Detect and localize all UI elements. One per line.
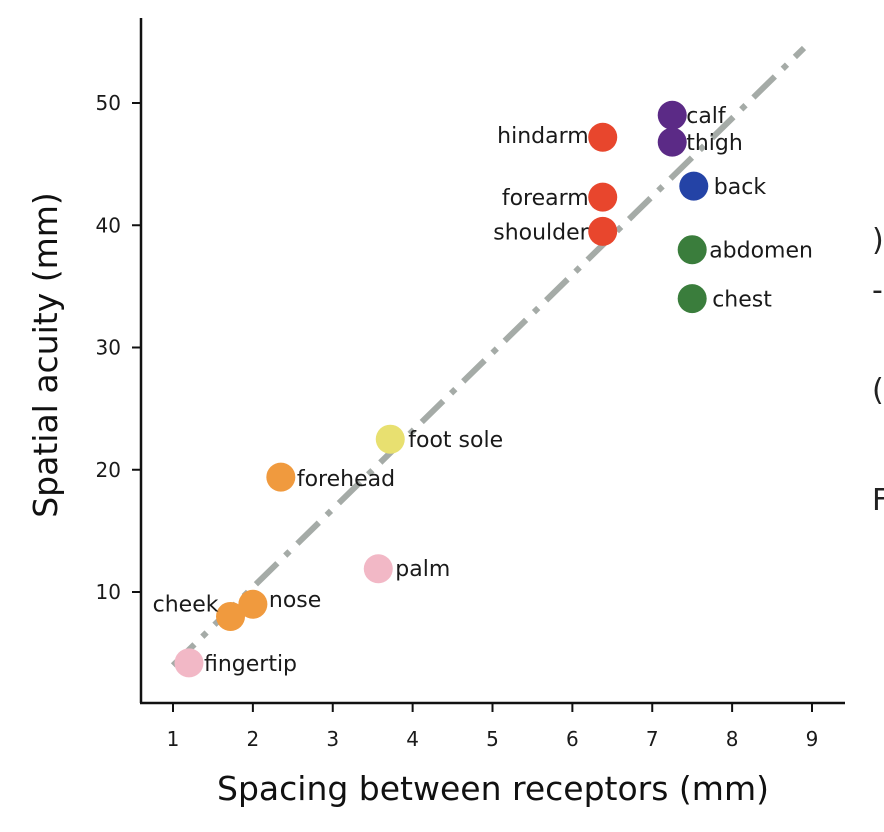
x-axis-title: Spacing between receptors (mm) <box>217 769 769 808</box>
y-axis-title: Spatial acuity (mm) <box>26 192 65 518</box>
point-label-abdomen: abdomen <box>709 239 813 264</box>
point-label-palm: palm <box>395 557 450 582</box>
point-label-hindarm: hindarm <box>497 124 589 149</box>
data-point-abdomen <box>677 235 707 265</box>
point-label-forehead: forehead <box>297 467 395 492</box>
adjacent-glyph-3: ( <box>872 373 884 408</box>
x-tick-label: 1 <box>167 727 180 751</box>
y-tick-label: 10 <box>96 580 121 604</box>
data-point-foot-sole <box>375 424 405 454</box>
x-tick-label: 5 <box>486 727 499 751</box>
x-tick-label: 6 <box>566 727 579 751</box>
data-point-cheek <box>216 601 246 631</box>
point-label-fingertip: fingertip <box>204 652 297 677</box>
point-label-cheek: cheek <box>153 592 219 617</box>
data-point-chest <box>677 284 707 314</box>
point-label-thigh: thigh <box>686 131 743 156</box>
adjacent-glyph-4: F <box>872 483 884 518</box>
data-point-calf <box>657 100 687 130</box>
point-label-calf: calf <box>686 104 727 129</box>
point-label-nose: nose <box>269 588 321 613</box>
data-point-shoulder <box>588 216 618 246</box>
y-tick-label: 40 <box>96 213 121 237</box>
data-point-fingertip <box>174 648 204 678</box>
y-tick-label: 30 <box>96 336 121 360</box>
point-label-back: back <box>714 175 767 200</box>
point-label-foot-sole: foot sole <box>408 428 503 453</box>
data-point-hindarm <box>588 122 618 152</box>
point-label-forearm: forearm <box>502 186 589 211</box>
x-tick-label: 3 <box>326 727 339 751</box>
point-label-chest: chest <box>712 288 772 313</box>
data-point-back <box>679 171 709 201</box>
adjacent-glyph-1: ) <box>872 223 884 258</box>
x-tick-label: 2 <box>247 727 260 751</box>
data-point-forehead <box>266 462 296 492</box>
data-point-nose <box>238 589 268 619</box>
x-tick-label: 9 <box>806 727 819 751</box>
adjacent-glyph-2: - <box>872 273 883 308</box>
point-label-shoulder: shoulder <box>493 220 589 245</box>
data-point-palm <box>363 554 393 584</box>
x-tick-label: 4 <box>406 727 419 751</box>
x-tick-label: 7 <box>646 727 659 751</box>
adjacent-panel-fragment: ) - ( F <box>872 223 884 518</box>
y-tick-label: 20 <box>96 458 121 482</box>
data-point-forearm <box>588 182 618 212</box>
y-tick-label: 50 <box>96 91 121 115</box>
data-point-thigh <box>657 127 687 157</box>
x-tick-label: 8 <box>726 727 739 751</box>
